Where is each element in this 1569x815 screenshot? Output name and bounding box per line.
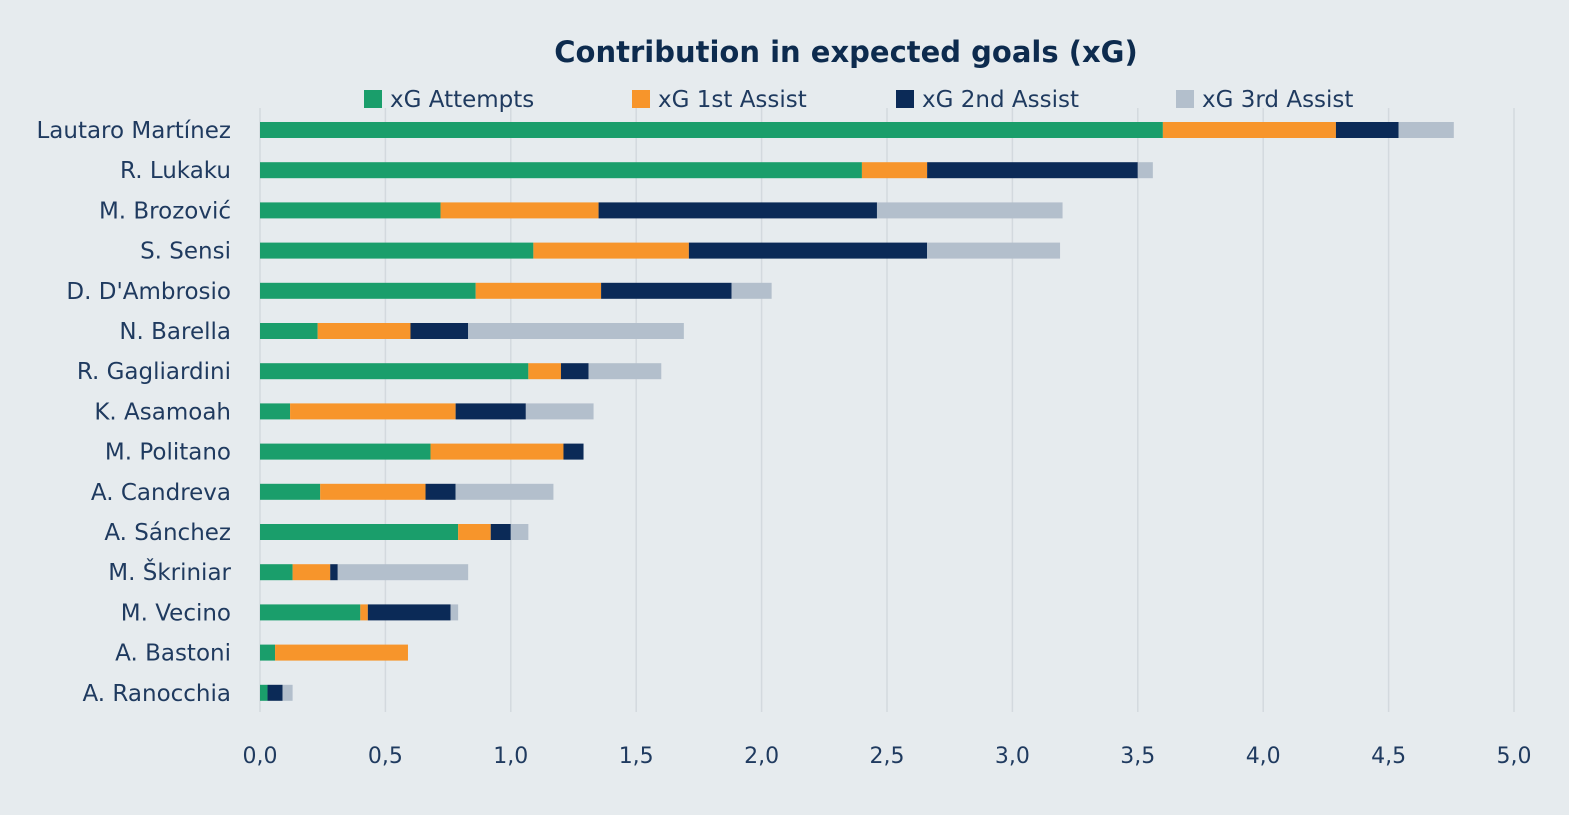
bar-segment: [275, 644, 408, 661]
bar-segment: [430, 443, 564, 460]
legend-swatch: [1176, 90, 1194, 108]
x-tick-label: 3,5: [1120, 744, 1155, 769]
category-label: R. Lukaku: [120, 158, 231, 184]
category-label: K. Asamoah: [94, 399, 231, 425]
x-tick-label: 0,0: [243, 744, 278, 769]
bar-segment: [927, 242, 1061, 259]
x-tick-label: 3,0: [995, 744, 1030, 769]
chart-title: Contribution in expected goals (xG): [554, 35, 1137, 69]
category-label: Lautaro Martínez: [36, 118, 231, 144]
bar-segment: [731, 282, 772, 299]
bar-segment: [260, 122, 1163, 138]
bar-segment: [1335, 122, 1399, 138]
category-label: M. Škriniar: [108, 558, 231, 586]
bar-segment: [560, 363, 589, 380]
bar-segment: [455, 403, 526, 420]
bar-segment: [260, 403, 291, 420]
bar-segment: [563, 443, 584, 460]
category-labels: Lautaro Martínez R. Lukaku M. Brozović S. S…: [36, 118, 231, 707]
bar-segment: [528, 363, 561, 380]
category-label: M. Vecino: [121, 600, 231, 626]
bar-segment: [450, 604, 459, 621]
x-axis-tick-labels: 0,0 0,5 1,0 1,5 2,0 2,5 3,0 3,5 4,0 4,5 5,0: [243, 744, 1532, 769]
category-label: A. Candreva: [91, 480, 231, 506]
x-tick-label: 4,5: [1371, 744, 1406, 769]
bar-segment: [320, 483, 426, 500]
bar-segment: [533, 242, 689, 259]
bar-segment: [440, 202, 599, 219]
legend-label: xG 1st Assist: [658, 87, 807, 113]
bar-segment: [292, 564, 331, 581]
legend-label: xG Attempts: [390, 87, 534, 113]
legend-label: xG 3rd Assist: [1202, 87, 1353, 113]
bar-segment: [876, 202, 1063, 219]
legend-swatch: [364, 90, 382, 108]
legend-swatch: [896, 90, 914, 108]
x-tick-label: 1,5: [619, 744, 654, 769]
bar-segment: [927, 162, 1138, 179]
bar-segment: [260, 524, 459, 540]
bar-segment: [260, 684, 268, 701]
bar-segment: [468, 323, 684, 339]
bar-segment: [688, 242, 928, 259]
bar-segment: [260, 323, 318, 339]
category-label: A. Ranocchia: [82, 681, 231, 707]
bar-segment: [260, 162, 862, 179]
bar-segment: [290, 403, 456, 420]
bar-segment: [475, 282, 602, 299]
bar-segment: [267, 684, 283, 701]
x-tick-label: 4,0: [1246, 744, 1281, 769]
bar-segment: [260, 604, 361, 621]
bar-segment: [282, 684, 293, 701]
x-tick-label: 1,0: [493, 744, 528, 769]
bar-segment: [458, 524, 491, 540]
bar-segment: [260, 644, 276, 661]
bar-segment: [260, 483, 321, 500]
bar-segment: [1137, 162, 1153, 179]
x-tick-label: 2,5: [870, 744, 905, 769]
bar-segment: [588, 363, 662, 380]
bar-segment: [425, 483, 456, 500]
bar-segment: [260, 202, 441, 219]
x-tick-label: 0,5: [368, 744, 403, 769]
bar-segment: [601, 282, 732, 299]
category-label: D. D'Ambrosio: [66, 279, 231, 305]
legend-swatch: [632, 90, 650, 108]
category-label: N. Barella: [119, 319, 231, 345]
bar-segment: [1162, 122, 1336, 138]
legend-label: xG 2nd Assist: [922, 87, 1079, 113]
category-label: A. Bastoni: [115, 641, 231, 667]
bar-segment: [490, 524, 511, 540]
bar-segment: [1398, 122, 1454, 138]
bars: [260, 122, 1454, 701]
bar-segment: [260, 242, 534, 259]
category-label: S. Sensi: [140, 239, 231, 265]
bar-segment: [510, 524, 529, 540]
bar-segment: [330, 564, 338, 581]
x-tick-label: 2,0: [744, 744, 779, 769]
bar-segment: [598, 202, 877, 219]
bar-segment: [317, 323, 411, 339]
bar-segment: [260, 282, 476, 299]
bar-segment: [260, 363, 529, 380]
bar-segment: [260, 443, 431, 460]
category-label: M. Brozović: [99, 198, 231, 224]
category-label: R. Gagliardini: [77, 359, 231, 385]
bar-segment: [410, 323, 469, 339]
bar-segment: [367, 604, 451, 621]
legend: xG Attempts xG 1st Assist xG 2nd Assist xG …: [364, 87, 1353, 113]
bar-segment: [260, 564, 293, 581]
bar-segment: [360, 604, 368, 621]
bar-segment: [861, 162, 928, 179]
bar-segment: [337, 564, 469, 581]
x-tick-label: 5,0: [1497, 744, 1532, 769]
bar-segment: [525, 403, 594, 420]
category-label: M. Politano: [105, 440, 231, 466]
category-label: A. Sánchez: [104, 520, 231, 546]
bar-segment: [455, 483, 554, 500]
